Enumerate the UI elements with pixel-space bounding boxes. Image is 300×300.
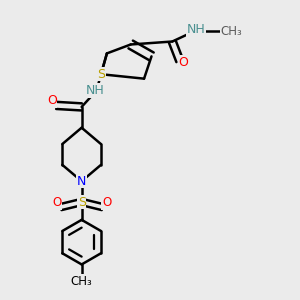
Text: O: O [102, 196, 111, 209]
Text: CH₃: CH₃ [71, 274, 92, 288]
Text: S: S [78, 196, 86, 208]
Text: N: N [77, 175, 86, 188]
Text: NH: NH [187, 23, 206, 36]
Text: O: O [178, 56, 188, 69]
Text: O: O [47, 94, 57, 107]
Text: CH₃: CH₃ [221, 25, 243, 38]
Text: O: O [52, 196, 61, 209]
Text: S: S [97, 68, 105, 81]
Text: NH: NH [85, 84, 104, 97]
